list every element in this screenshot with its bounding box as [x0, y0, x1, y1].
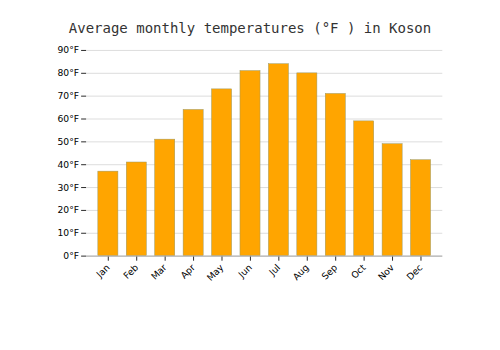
svg-text:70°F: 70°F [57, 90, 79, 101]
svg-text:Sep: Sep [319, 262, 339, 282]
svg-text:Jun: Jun [235, 262, 254, 281]
svg-text:20°F: 20°F [57, 204, 79, 215]
svg-text:Apr: Apr [178, 262, 197, 281]
svg-text:50°F: 50°F [57, 136, 79, 147]
svg-text:Jan: Jan [93, 262, 112, 281]
svg-text:30°F: 30°F [57, 182, 79, 193]
svg-text:Jul: Jul [266, 262, 282, 278]
svg-text:Oct: Oct [349, 261, 368, 280]
svg-text:Feb: Feb [121, 262, 140, 281]
html-text:Average monthly temperatures (: Average monthly temperatures (°F ) in Ko… [68, 20, 432, 36]
svg-text:Nov: Nov [376, 261, 397, 282]
svg-text:90°F: 90°F [57, 44, 79, 55]
svg-text:May: May [204, 261, 226, 283]
svg-text:80°F: 80°F [57, 67, 79, 78]
svg-text:60°F: 60°F [57, 113, 79, 124]
svg-text:0°F: 0°F [63, 250, 79, 261]
svg-text:Dec: Dec [404, 262, 424, 282]
svg-text:Mar: Mar [149, 262, 169, 282]
svg-text:10°F: 10°F [57, 227, 79, 238]
svg-text:Aug: Aug [290, 262, 310, 282]
svg-text:40°F: 40°F [57, 159, 79, 170]
